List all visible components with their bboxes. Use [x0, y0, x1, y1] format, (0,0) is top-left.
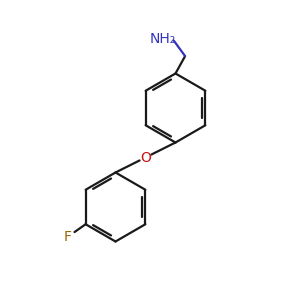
Text: O: O: [140, 151, 151, 164]
Text: NH₂: NH₂: [150, 32, 176, 46]
Text: F: F: [64, 230, 72, 244]
